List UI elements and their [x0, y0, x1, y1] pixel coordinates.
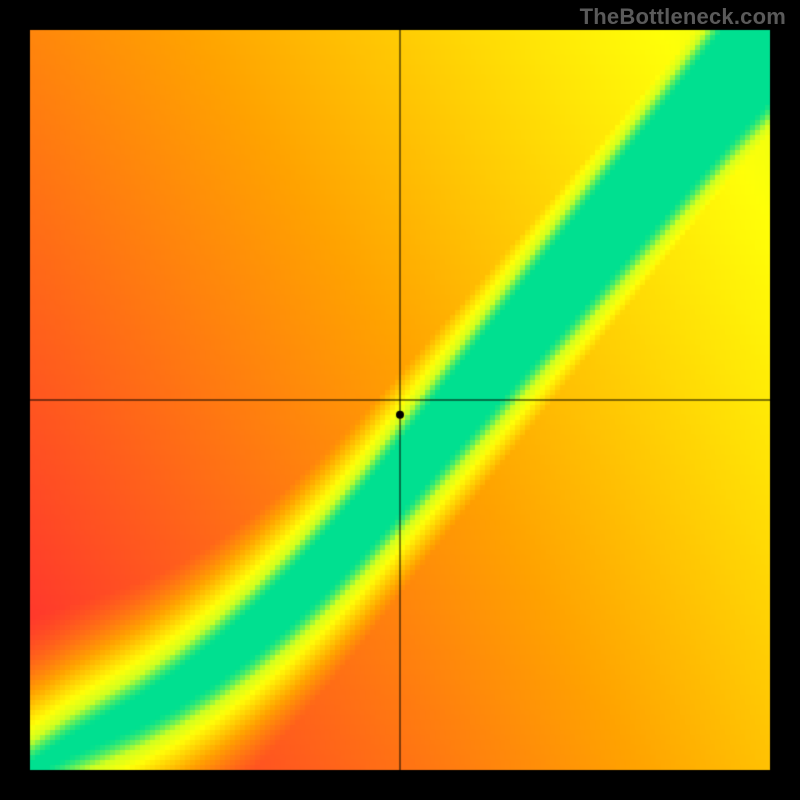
watermark-label: TheBottleneck.com: [580, 4, 786, 30]
chart-container: TheBottleneck.com: [0, 0, 800, 800]
bottleneck-heatmap: [0, 0, 800, 800]
